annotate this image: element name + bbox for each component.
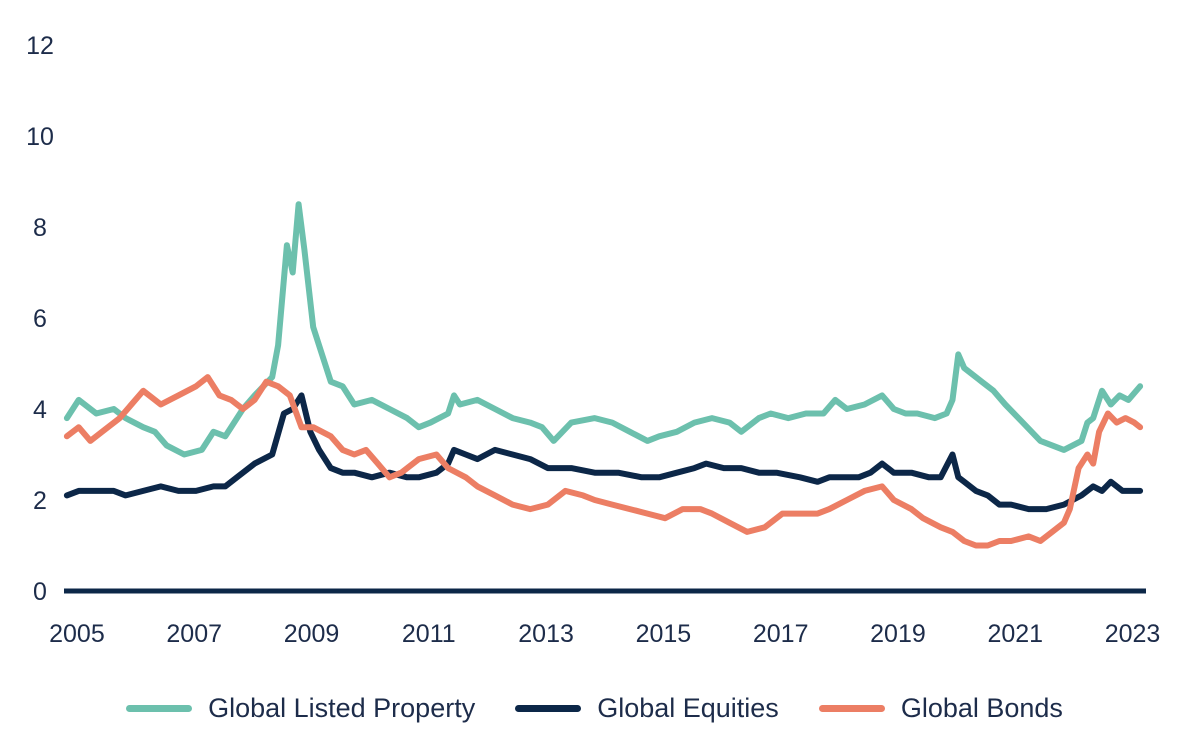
y-tick-label: 12 [26, 32, 54, 60]
legend-item: Global Listed Property [126, 693, 475, 724]
x-axis-ticks: 2005 2007 2009 2011 2013 2015 2017 2019 2021 2023 [49, 620, 1160, 648]
x-tick-label: 2015 [636, 620, 692, 648]
x-tick-label: 2017 [753, 620, 809, 648]
x-tick-label: 2021 [987, 620, 1043, 648]
y-tick-label: 10 [26, 123, 54, 151]
y-tick-label: 2 [33, 487, 47, 515]
x-tick-label: 2007 [166, 620, 222, 648]
y-tick-label: 4 [33, 396, 47, 424]
x-tick-label: 2011 [402, 620, 456, 648]
legend-swatch [818, 704, 885, 712]
legend-swatch [515, 704, 582, 712]
legend-label: Global Listed Property [208, 692, 476, 723]
legend-item: Global Equities [515, 693, 779, 724]
x-tick-label: 2023 [1105, 620, 1161, 648]
series-line-global-bonds [63, 374, 1144, 549]
x-tick-label: 2009 [284, 620, 340, 648]
legend-label: Global Equities [597, 692, 779, 723]
x-tick-label: 2019 [870, 620, 926, 648]
y-axis-ticks: 0 2 4 6 8 10 12 [26, 32, 54, 606]
legend-swatch [126, 704, 193, 712]
y-tick-label: 6 [33, 305, 47, 333]
legend: Global Listed Property Global Equities Glo… [0, 686, 1189, 730]
x-tick-label: 2005 [49, 620, 105, 648]
series-line-global-listed-property [63, 201, 1144, 458]
series-line-global-equities [63, 392, 1144, 513]
x-tick-label: 2013 [518, 620, 574, 648]
y-tick-label: 8 [33, 214, 47, 242]
legend-label: Global Bonds [900, 692, 1063, 723]
y-tick-label: 0 [33, 578, 47, 606]
legend-item: Global Bonds [818, 692, 1063, 724]
series-layer [63, 201, 1144, 549]
